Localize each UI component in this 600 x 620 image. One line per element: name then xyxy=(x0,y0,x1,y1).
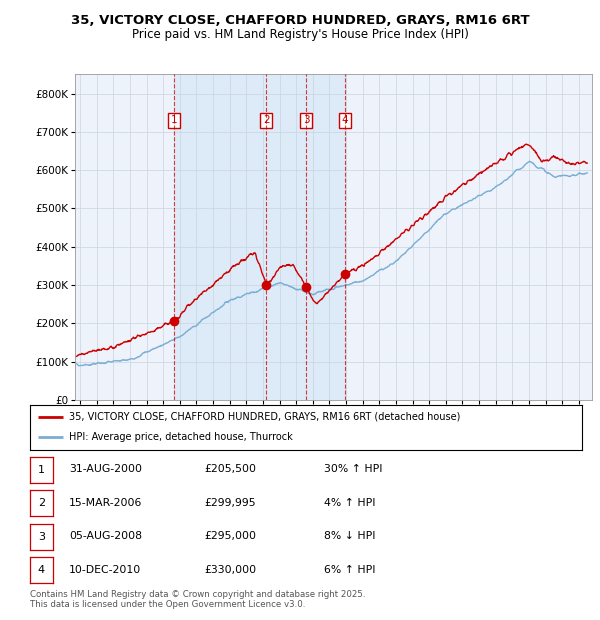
Text: 1: 1 xyxy=(171,115,178,125)
Text: 30% ↑ HPI: 30% ↑ HPI xyxy=(324,464,383,474)
Text: 4: 4 xyxy=(342,115,349,125)
Text: 15-MAR-2006: 15-MAR-2006 xyxy=(69,498,142,508)
Text: £299,995: £299,995 xyxy=(204,498,256,508)
Text: 35, VICTORY CLOSE, CHAFFORD HUNDRED, GRAYS, RM16 6RT: 35, VICTORY CLOSE, CHAFFORD HUNDRED, GRA… xyxy=(71,14,529,27)
Text: Price paid vs. HM Land Registry's House Price Index (HPI): Price paid vs. HM Land Registry's House … xyxy=(131,28,469,41)
Text: £205,500: £205,500 xyxy=(204,464,256,474)
Text: 3: 3 xyxy=(38,531,45,542)
Text: 10-DEC-2010: 10-DEC-2010 xyxy=(69,565,141,575)
Text: 6% ↑ HPI: 6% ↑ HPI xyxy=(324,565,376,575)
Text: 3: 3 xyxy=(303,115,310,125)
Text: £330,000: £330,000 xyxy=(204,565,256,575)
Text: 1: 1 xyxy=(38,464,45,475)
Text: HPI: Average price, detached house, Thurrock: HPI: Average price, detached house, Thur… xyxy=(68,432,292,443)
Text: 4: 4 xyxy=(38,565,45,575)
Text: 2: 2 xyxy=(263,115,269,125)
Text: 05-AUG-2008: 05-AUG-2008 xyxy=(69,531,142,541)
Text: Contains HM Land Registry data © Crown copyright and database right 2025.
This d: Contains HM Land Registry data © Crown c… xyxy=(30,590,365,609)
Text: £295,000: £295,000 xyxy=(204,531,256,541)
Text: 2: 2 xyxy=(38,498,45,508)
Bar xyxy=(174,74,345,400)
Text: 31-AUG-2000: 31-AUG-2000 xyxy=(69,464,142,474)
Text: 4% ↑ HPI: 4% ↑ HPI xyxy=(324,498,376,508)
Text: 8% ↓ HPI: 8% ↓ HPI xyxy=(324,531,376,541)
Text: 35, VICTORY CLOSE, CHAFFORD HUNDRED, GRAYS, RM16 6RT (detached house): 35, VICTORY CLOSE, CHAFFORD HUNDRED, GRA… xyxy=(68,412,460,422)
